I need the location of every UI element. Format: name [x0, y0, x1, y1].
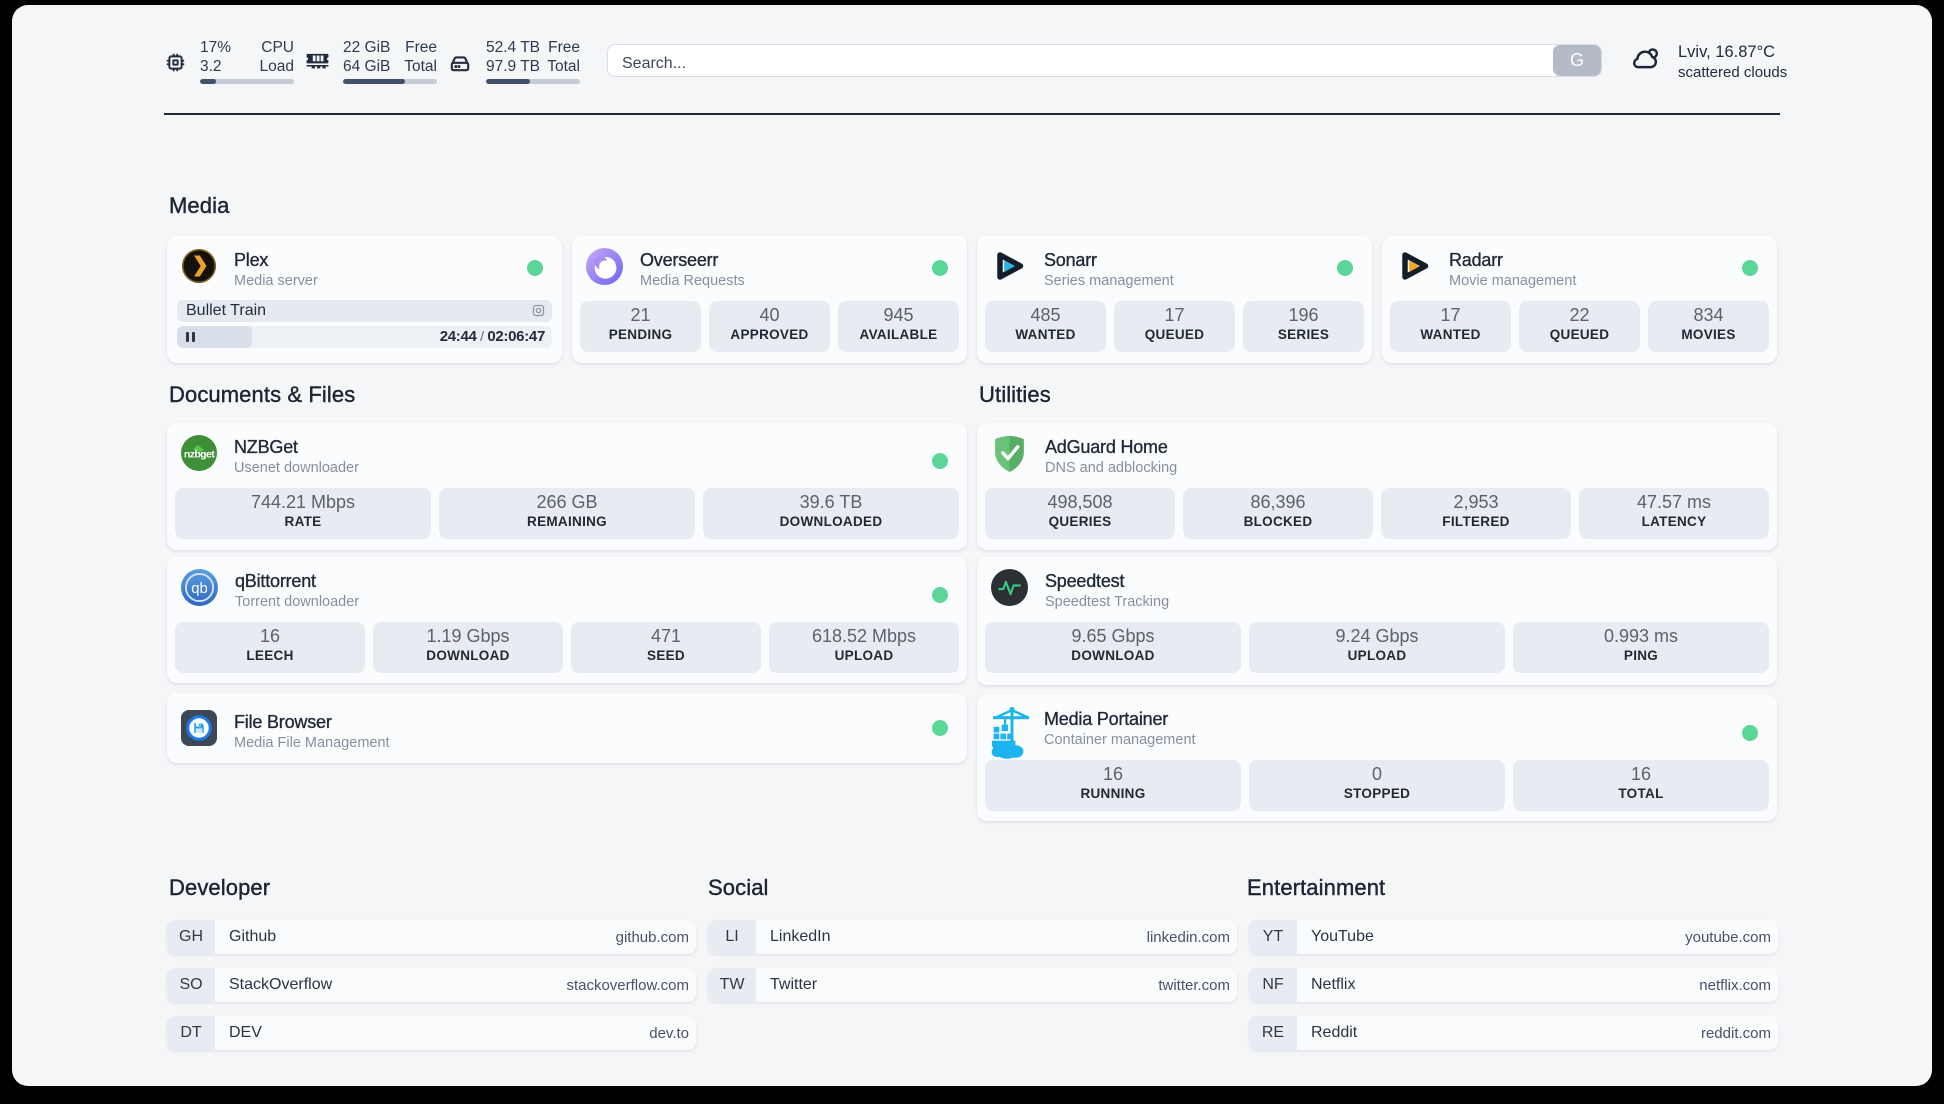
svg-text:qb: qb [191, 581, 208, 597]
svg-text:nzbget: nzbget [184, 449, 215, 461]
